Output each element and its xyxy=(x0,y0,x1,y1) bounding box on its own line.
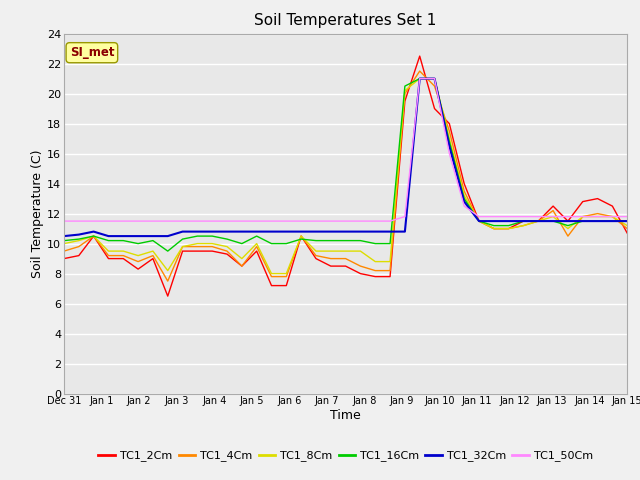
X-axis label: Time: Time xyxy=(330,409,361,422)
Text: SI_met: SI_met xyxy=(70,46,114,59)
Legend: TC1_2Cm, TC1_4Cm, TC1_8Cm, TC1_16Cm, TC1_32Cm, TC1_50Cm: TC1_2Cm, TC1_4Cm, TC1_8Cm, TC1_16Cm, TC1… xyxy=(94,446,597,466)
Y-axis label: Soil Temperature (C): Soil Temperature (C) xyxy=(31,149,44,278)
Title: Soil Temperatures Set 1: Soil Temperatures Set 1 xyxy=(255,13,436,28)
